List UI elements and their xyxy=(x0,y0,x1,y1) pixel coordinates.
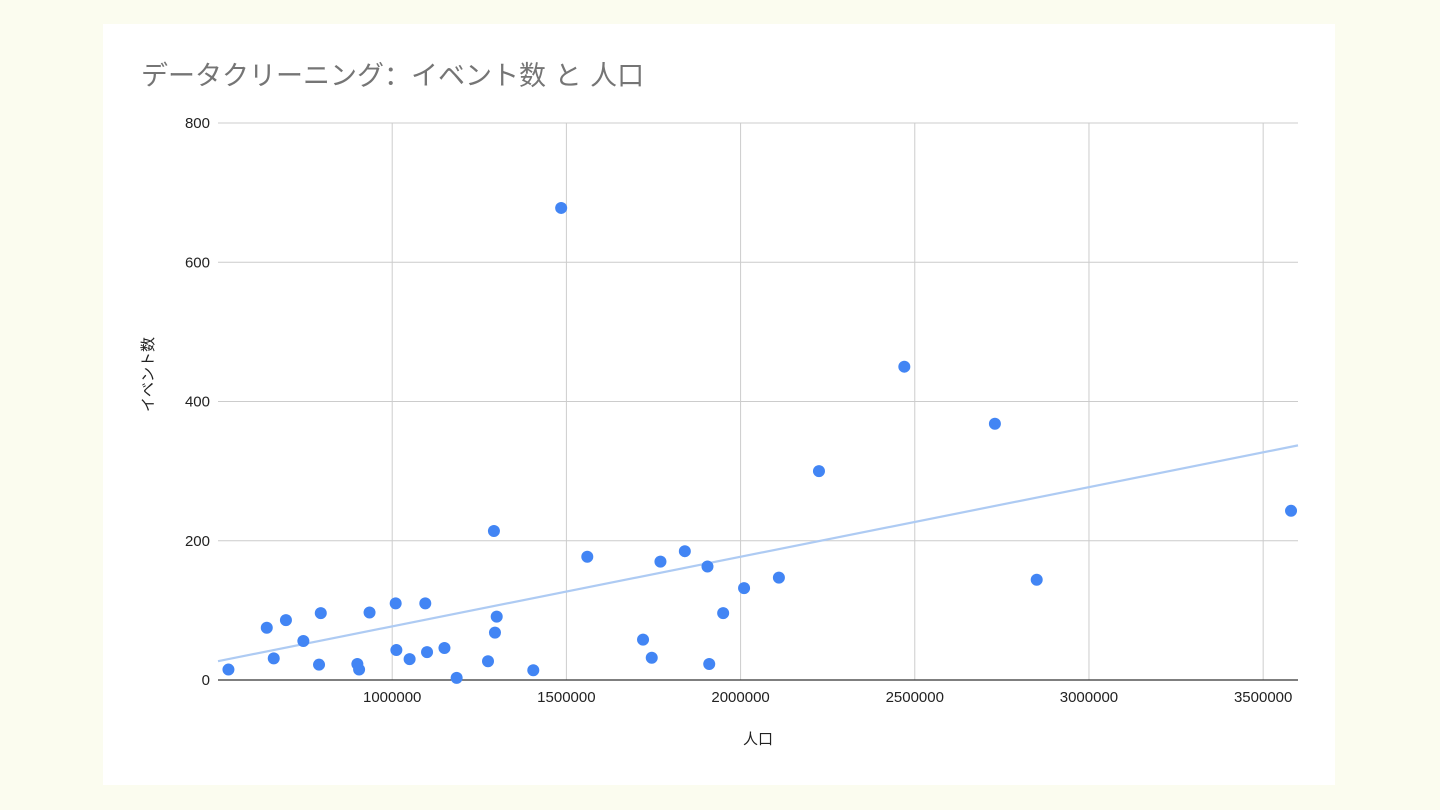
data-point xyxy=(488,626,501,639)
x-tick-label: 1500000 xyxy=(537,689,595,706)
data-point xyxy=(637,633,650,646)
data-point xyxy=(222,663,235,676)
data-point xyxy=(703,657,716,670)
data-point xyxy=(313,658,326,671)
data-point xyxy=(389,597,402,610)
data-point xyxy=(738,582,751,595)
data-point xyxy=(419,597,432,610)
data-point xyxy=(717,607,730,620)
data-point xyxy=(581,550,594,563)
data-point xyxy=(812,465,825,478)
data-point xyxy=(701,560,714,573)
data-point xyxy=(260,621,273,634)
data-point xyxy=(421,646,434,659)
y-tick-label: 400 xyxy=(185,394,210,411)
data-point xyxy=(403,653,416,666)
x-tick-label: 2500000 xyxy=(886,689,944,706)
y-tick-label: 200 xyxy=(185,533,210,550)
data-point xyxy=(267,652,280,665)
data-point xyxy=(678,545,691,558)
data-point xyxy=(438,641,451,654)
data-point xyxy=(555,201,568,214)
data-point xyxy=(482,655,494,668)
x-tick-label: 3000000 xyxy=(1060,689,1118,706)
data-point xyxy=(1285,504,1298,517)
x-tick-label: 1000000 xyxy=(363,689,421,706)
data-point xyxy=(527,664,540,677)
y-tick-label: 800 xyxy=(185,115,210,132)
data-point xyxy=(353,663,366,676)
data-point xyxy=(390,644,403,657)
data-point xyxy=(988,417,1001,430)
data-point xyxy=(487,525,500,538)
chart-card: データクリーニング：イベント数 と 人口 0 200 400 600 800 100000… xyxy=(103,24,1335,785)
data-point xyxy=(772,571,785,584)
y-tick-label: 600 xyxy=(185,254,210,271)
y-tick-label: 0 xyxy=(202,672,210,689)
data-point xyxy=(297,635,310,648)
grid xyxy=(218,122,1298,680)
data-point xyxy=(654,555,667,568)
x-tick-label: 3500000 xyxy=(1234,689,1292,706)
trendline xyxy=(217,444,1299,663)
data-point xyxy=(363,606,376,619)
data-point xyxy=(314,607,327,620)
tick-labels: 0 200 400 600 800 1000000 1500000 2000000 250000… xyxy=(185,115,1292,706)
data-points xyxy=(222,201,1298,684)
data-point xyxy=(450,671,463,684)
data-point xyxy=(279,614,292,627)
scatter-chart: 0 200 400 600 800 1000000 1500000 2000000 250000… xyxy=(139,115,1299,748)
data-point xyxy=(1030,573,1043,586)
x-axis-title: 人口 xyxy=(743,730,773,748)
chart-title: データクリーニング：イベント数 と 人口 xyxy=(141,61,645,92)
x-tick-label: 2000000 xyxy=(711,689,769,706)
data-point xyxy=(645,651,658,664)
data-point xyxy=(898,360,911,373)
data-point xyxy=(490,610,503,623)
trendline-layer xyxy=(217,444,1299,663)
y-axis-title: イベント数 xyxy=(139,337,157,412)
